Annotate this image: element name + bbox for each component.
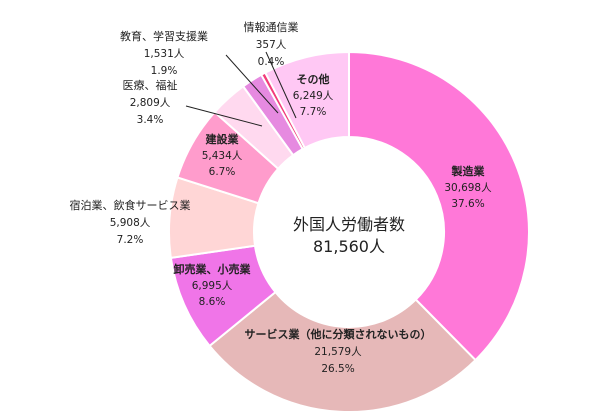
slice-count-label: 21,579人 — [314, 346, 362, 358]
leader-line — [225, 54, 279, 114]
slice-name-label: その他 — [297, 72, 330, 86]
donut-slice — [208, 290, 477, 413]
slice-percent-label: 26.5% — [321, 363, 354, 375]
slice-name-label: 教育、学習支援業 — [120, 29, 208, 43]
center-value: 81,560人 — [313, 237, 385, 256]
slice-count-label: 1,531人 — [144, 48, 185, 60]
slice-percent-label: 6.7% — [209, 166, 236, 178]
slice-count-label: 6,995人 — [192, 280, 233, 292]
slice-count-label: 6,249人 — [293, 90, 334, 102]
slice-name-label: 製造業 — [451, 164, 486, 178]
slice-name-label: 卸売業、小売業 — [174, 262, 252, 276]
slice-labels: 製造業 30,698人 37.6% サービス業（他に分類されないもの） 21,579人 2… — [70, 21, 493, 375]
slice-name-label: サービス業（他に分類されないもの） — [245, 327, 432, 341]
slice-count-label: 30,698人 — [444, 182, 492, 194]
slice-count-label: 5,908人 — [110, 217, 151, 229]
leader-line — [265, 51, 297, 119]
donut-slice — [263, 50, 350, 150]
slice-percent-label: 7.2% — [117, 234, 144, 246]
slice-name-label: 情報通信業 — [244, 21, 299, 34]
slice-percent-label: 7.7% — [300, 106, 327, 118]
slice-count-label: 2,809人 — [130, 97, 171, 109]
center-title: 外国人労働者数 — [293, 215, 405, 234]
slice-name-label: 医療、福祉 — [123, 78, 178, 92]
donut-slices — [168, 50, 530, 413]
slice-name-label: 宿泊業、飲食サービス業 — [70, 198, 191, 212]
slice-percent-label: 8.6% — [199, 296, 226, 308]
slice-count-label: 5,434人 — [202, 150, 243, 162]
slice-name-label: 建設業 — [206, 132, 240, 146]
slice-percent-label: 1.9% — [151, 65, 178, 77]
leader-line — [185, 105, 263, 127]
slice-percent-label: 37.6% — [451, 198, 484, 210]
slice-percent-label: 3.4% — [137, 114, 164, 126]
slice-count-label: 357人 — [256, 39, 287, 51]
slice-percent-label: 0.4% — [258, 56, 285, 68]
donut-slice — [348, 50, 530, 362]
leader-lines — [185, 51, 297, 127]
